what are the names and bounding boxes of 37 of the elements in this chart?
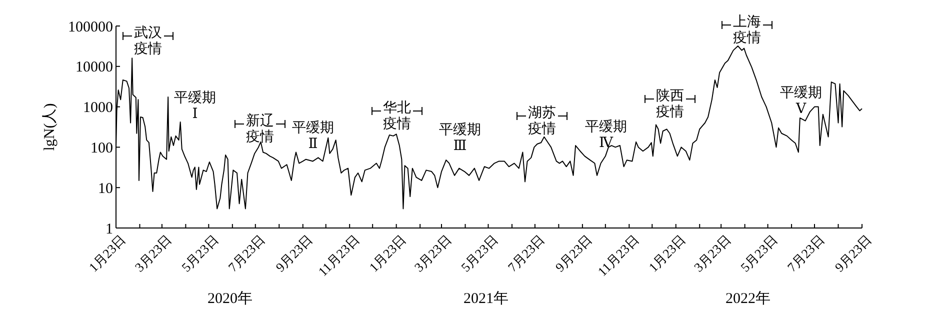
x-tick-label: 7月23日 (225, 232, 268, 275)
x-tick-label: 5月23日 (458, 232, 501, 275)
x-tick-label: 3月23日 (411, 232, 454, 275)
y-tick-label: 10000 (76, 60, 113, 76)
y-tick-label: 1 (106, 221, 113, 238)
x-tick-label: 3月23日 (132, 232, 175, 275)
x-tick-label: 5月23日 (178, 232, 222, 275)
x-tick-label: 3月23日 (690, 232, 734, 275)
annotation: 平缓期Ⅰ (174, 90, 216, 122)
x-tick-label: 7月23日 (784, 232, 828, 275)
annotation: 平缓期Ⅱ (292, 120, 334, 152)
y-axis-title: lgN(人) (42, 103, 58, 151)
x-tick-label: 7月23日 (504, 232, 548, 275)
y-tick-label: 10 (98, 180, 113, 197)
text: 2021年 (464, 290, 508, 307)
text: 2022年 (726, 290, 770, 307)
x-tick-label: 9月23日 (272, 232, 316, 275)
y-tick-label: 100 (90, 140, 113, 156)
annotation: 平缓期Ⅳ (585, 119, 627, 151)
annotation: 陕西疫情 (656, 88, 684, 120)
x-tick-label: 9月23日 (552, 232, 595, 275)
x-tick-label: 9月23日 (832, 232, 875, 275)
annotation: 武汉疫情 (134, 25, 162, 57)
x-tick-label: 5月23日 (738, 232, 780, 275)
text: 2020年 (208, 290, 252, 307)
x-tick-label: 1月23日 (646, 232, 688, 275)
y-tick-label: 100000 (68, 19, 113, 36)
x-tick-label: 11月23日 (594, 232, 642, 279)
x-tick-label: 11月23日 (315, 232, 362, 279)
annotation: 湖苏疫情 (528, 105, 556, 137)
annotation: 平缓期Ⅴ (780, 85, 822, 117)
annotation: 华北疫情 (383, 100, 411, 132)
annotation: 新辽疫情 (246, 113, 274, 145)
annotation: 上海疫情 (733, 14, 761, 46)
y-tick-label: 1000 (83, 100, 113, 116)
annotation: 平缓期Ⅲ (439, 122, 481, 154)
x-tick-label: 1月23日 (366, 232, 409, 275)
